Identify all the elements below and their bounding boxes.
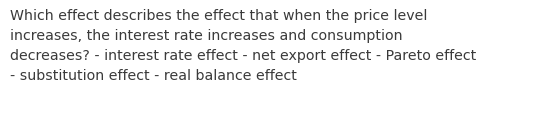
Text: Which effect describes the effect that when the price level
increases, the inter: Which effect describes the effect that w… [10,9,477,83]
